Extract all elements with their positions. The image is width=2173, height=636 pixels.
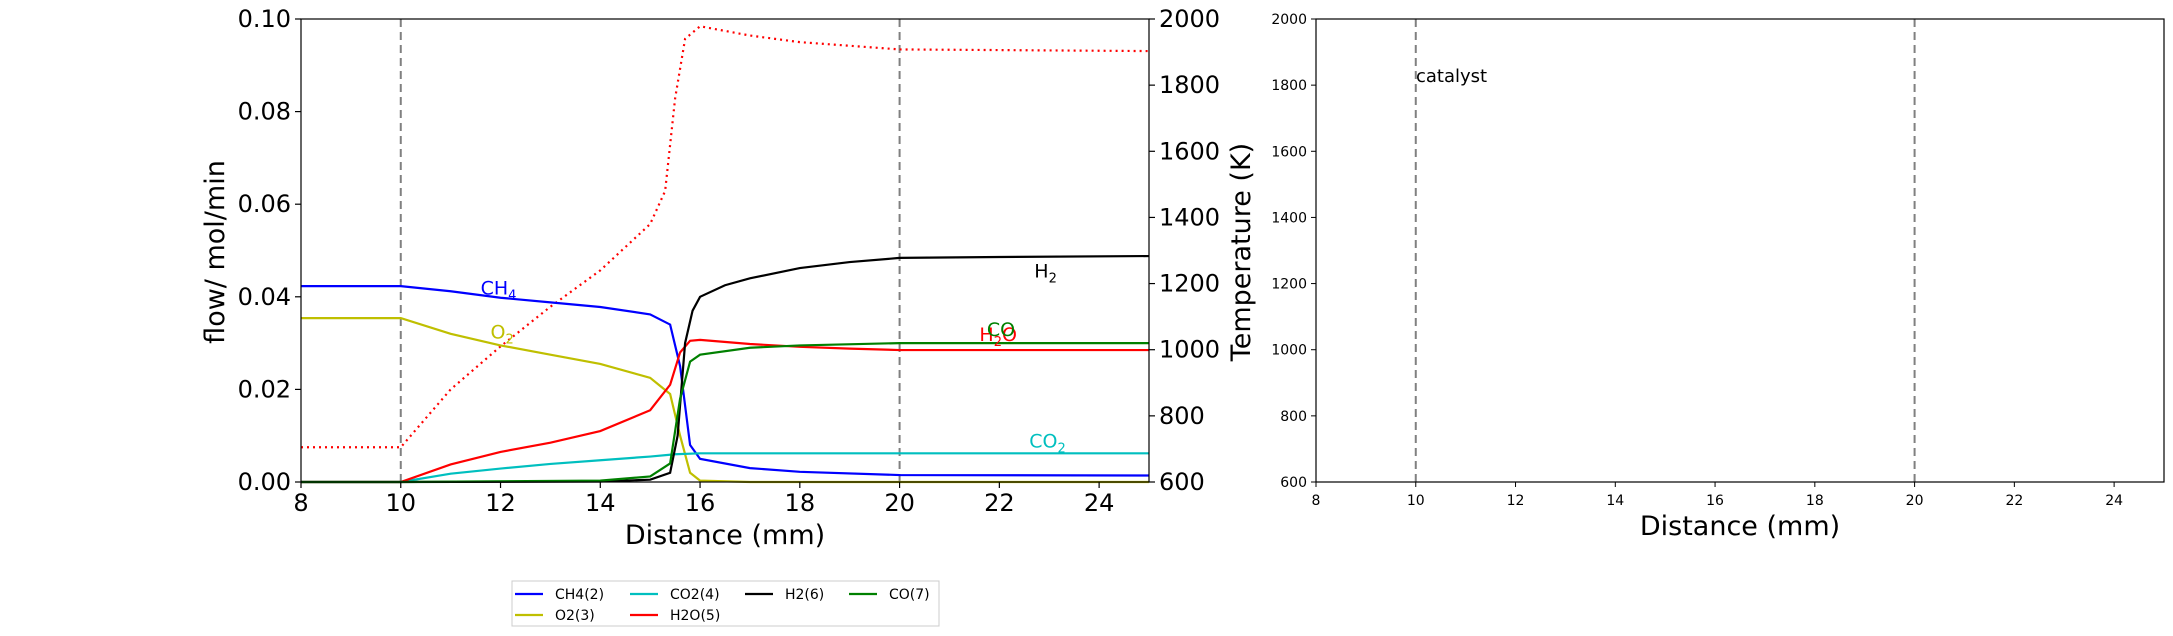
y-tick-label: 1800 — [1271, 78, 1307, 94]
x-tick-label: 16 — [685, 489, 716, 517]
y-tick-label: 1400 — [1271, 210, 1307, 226]
legend-entry: CH4(2) — [555, 587, 604, 603]
chart2-plot-frame — [1315, 18, 2165, 483]
x-tick-label: 18 — [1806, 493, 1824, 509]
temperature-chart: 8 10 12 14 16 18 20 22 24 600 800 1000 1200 1400 1600… — [1271, 12, 2165, 542]
x-tick-label: 14 — [585, 489, 616, 517]
series-line-CO24 — [301, 452, 1149, 484]
legend-box — [511, 580, 940, 627]
y2-tick-label: 1600 — [1159, 137, 1220, 165]
y-tick-label: 600 — [1280, 475, 1307, 491]
y-tick-label: 0.10 — [238, 5, 291, 33]
x-tick-label: 14 — [1606, 493, 1624, 509]
x-tick-label: 10 — [385, 489, 416, 517]
series-label: CO2 — [1029, 430, 1066, 456]
series-label: H2O — [979, 324, 1017, 350]
series-label: CH4 — [481, 277, 517, 303]
y2-tick-label: 600 — [1159, 468, 1205, 496]
x-tick-label: 8 — [293, 489, 308, 517]
series-line-O23 — [301, 316, 1149, 484]
x-tick-label: 24 — [1084, 489, 1115, 517]
x-tick-label: 22 — [984, 489, 1015, 517]
legend-entry: O2(3) — [555, 608, 595, 624]
catalyst-annotation: catalyst — [1416, 66, 1487, 87]
series-label: O2 — [491, 321, 514, 347]
chart1-vlines — [399, 19, 901, 482]
y-tick-label: 0.04 — [238, 283, 291, 311]
x-tick-label: 22 — [2005, 493, 2023, 509]
chart1-y2-axis-label: Temperature (K) — [1226, 143, 1257, 362]
x-tick-label: 16 — [1706, 493, 1724, 509]
chart2-x-ticks: 8 10 12 14 16 18 20 22 24 — [1312, 482, 2123, 509]
chart1-y-axis-label: flow/ mol/min — [200, 160, 231, 344]
y-tick-label: 800 — [1280, 409, 1307, 425]
series-line-CO7 — [301, 342, 1149, 484]
x-tick-label: 18 — [785, 489, 816, 517]
legend-entry: H2O(5) — [670, 608, 720, 624]
y-tick-label: 1600 — [1271, 144, 1307, 160]
y-tick-label: 0.06 — [238, 190, 291, 218]
series-label: CO — [987, 319, 1015, 341]
y2-tick-label: 1200 — [1159, 270, 1220, 298]
x-tick-label: 10 — [1407, 493, 1425, 509]
legend: CH4(2) CO2(4) H2(6) CO(7) O2(3) H2O(5) — [511, 580, 940, 627]
y-tick-label: 1200 — [1271, 277, 1307, 293]
y-tick-label: 0.02 — [238, 375, 291, 403]
y2-tick-label: 2000 — [1159, 5, 1220, 33]
legend-entry: CO2(4) — [670, 587, 720, 603]
y2-tick-label: 1800 — [1159, 71, 1220, 99]
chart1-y-ticks: 0.00 0.02 0.04 0.06 0.08 0.10 — [238, 5, 301, 496]
chart1-y2-ticks: 600 800 1000 1200 1400 1600 1800 2000 — [1149, 5, 1220, 496]
y2-tick-label: 1400 — [1159, 203, 1220, 231]
x-tick-label: 8 — [1312, 493, 1321, 509]
chart2-vlines — [1414, 19, 1916, 482]
x-tick-label: 24 — [2105, 493, 2123, 509]
chart1-series-labels: CH4 O2 CO2 H2O H2 CO — [481, 260, 1066, 456]
y-tick-label: 2000 — [1271, 12, 1307, 28]
temperature-line — [301, 25, 1150, 449]
series-line-H26 — [301, 254, 1150, 484]
series-line-CH42 — [301, 285, 1150, 477]
series-line-H2O5 — [301, 338, 1149, 484]
legend-entry: H2(6) — [785, 587, 824, 603]
x-tick-label: 12 — [485, 489, 516, 517]
chart1-series — [301, 25, 1150, 484]
y-tick-label: 1000 — [1271, 343, 1307, 359]
x-tick-label: 12 — [1507, 493, 1525, 509]
chart1-plot-frame — [300, 18, 1150, 483]
y2-tick-label: 800 — [1159, 402, 1205, 430]
legend-entry: CO(7) — [889, 587, 930, 603]
y2-tick-label: 1000 — [1159, 336, 1220, 364]
chart2-x-axis-label: Distance (mm) — [1640, 511, 1840, 542]
y-tick-label: 0.08 — [238, 98, 291, 126]
chart2-y-ticks: 600 800 1000 1200 1400 1600 1800 2000 — [1271, 12, 1316, 491]
x-tick-label: 20 — [884, 489, 915, 517]
chart1-x-axis-label: Distance (mm) — [625, 520, 825, 551]
y-tick-label: 0.00 — [238, 468, 291, 496]
x-tick-label: 20 — [1906, 493, 1924, 509]
chart1-x-ticks: 8 10 12 14 16 18 20 22 24 — [293, 482, 1114, 517]
series-label: H2 — [1034, 260, 1057, 286]
